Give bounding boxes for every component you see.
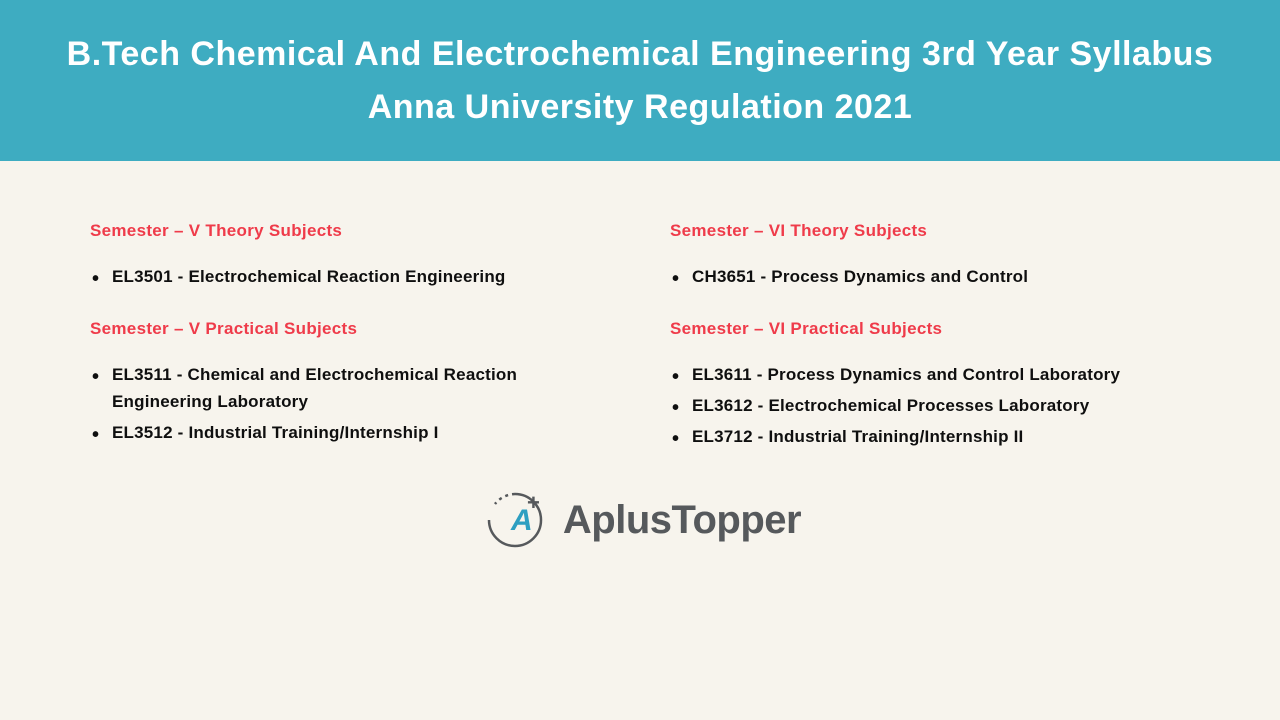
subject-list: CH3651 - Process Dynamics and Control (670, 263, 1190, 290)
list-item: EL3611 - Process Dynamics and Control La… (692, 361, 1190, 388)
logo-container: A + AplusTopper (0, 484, 1280, 556)
svg-text:+: + (527, 490, 540, 515)
subject-list: EL3501 - Electrochemical Reaction Engine… (90, 263, 610, 290)
list-item: EL3501 - Electrochemical Reaction Engine… (112, 263, 610, 290)
list-item: EL3712 - Industrial Training/Internship … (692, 423, 1190, 450)
subject-list: EL3611 - Process Dynamics and Control La… (670, 361, 1190, 451)
list-item: EL3512 - Industrial Training/Internship … (112, 419, 610, 446)
section-heading: Semester – V Practical Subjects (90, 319, 610, 339)
content-area: Semester – V Theory Subjects EL3501 - El… (0, 161, 1280, 474)
logo: A + AplusTopper (479, 484, 801, 556)
section-heading: Semester – V Theory Subjects (90, 221, 610, 241)
logo-text: AplusTopper (563, 498, 801, 543)
section-heading: Semester – VI Theory Subjects (670, 221, 1190, 241)
right-column: Semester – VI Theory Subjects CH3651 - P… (670, 221, 1190, 454)
left-column: Semester – V Theory Subjects EL3501 - El… (90, 221, 610, 454)
page-header: B.Tech Chemical And Electrochemical Engi… (0, 0, 1280, 161)
subject-list: EL3511 - Chemical and Electrochemical Re… (90, 361, 610, 447)
section-heading: Semester – VI Practical Subjects (670, 319, 1190, 339)
list-item: CH3651 - Process Dynamics and Control (692, 263, 1190, 290)
page-title: B.Tech Chemical And Electrochemical Engi… (67, 35, 1214, 126)
list-item: EL3612 - Electrochemical Processes Labor… (692, 392, 1190, 419)
logo-icon: A + (479, 484, 551, 556)
list-item: EL3511 - Chemical and Electrochemical Re… (112, 361, 610, 415)
